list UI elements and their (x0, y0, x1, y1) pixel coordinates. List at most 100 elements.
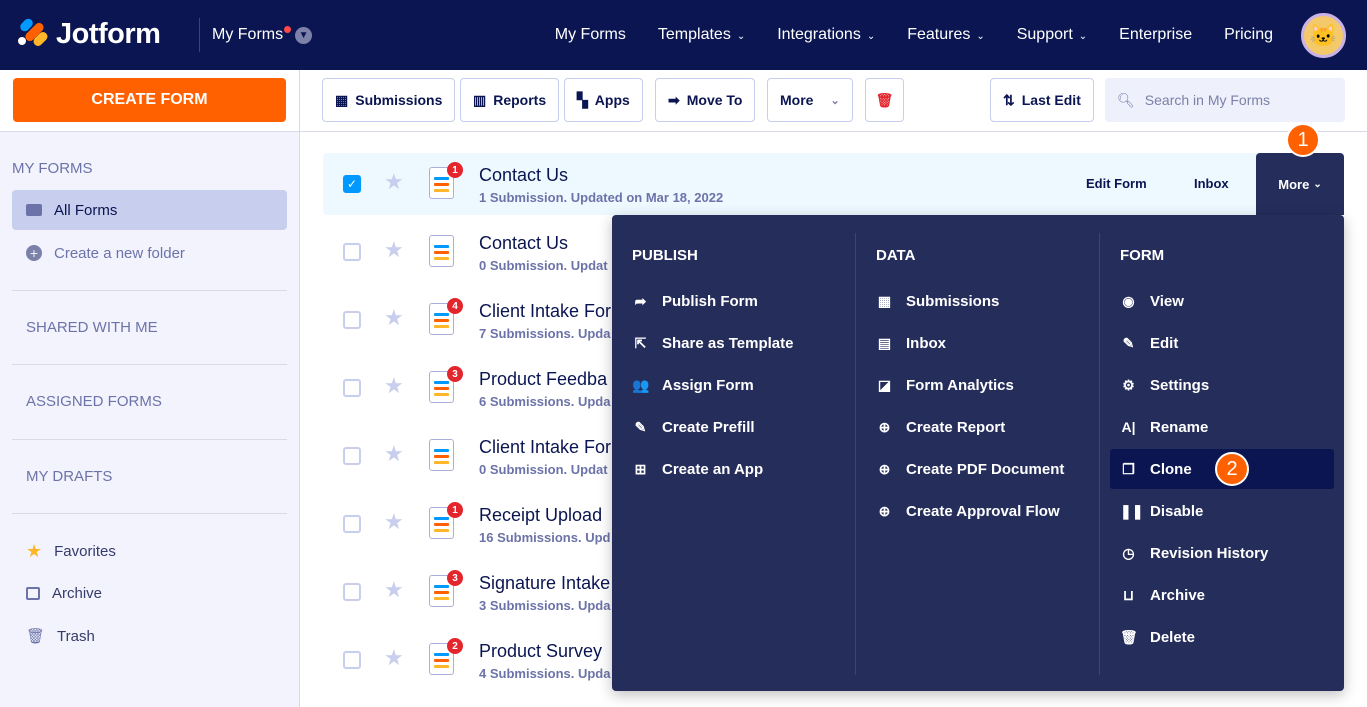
star-icon[interactable]: ★ (384, 645, 404, 670)
edit-form-button[interactable]: Edit Form (1086, 176, 1147, 191)
logo-icon (16, 16, 50, 51)
sidebar-item-archive[interactable]: Archive (12, 573, 287, 613)
form-title[interactable]: Contact Us (479, 165, 569, 185)
menu-item-inbox[interactable]: ▤ Inbox (866, 323, 1090, 363)
row-checkbox[interactable] (343, 651, 361, 669)
menu-item-delete[interactable]: 🗑 Delete (1110, 617, 1334, 657)
external-share-icon: ⇱ (634, 334, 647, 351)
context-dropdown[interactable]: My Forms ▼ (212, 26, 313, 44)
menu-item-edit[interactable]: ✎ Edit (1110, 323, 1334, 363)
nav-link-my-forms[interactable]: My Forms (555, 26, 626, 44)
sort-button[interactable]: ⇅ Last Edit (990, 78, 1094, 122)
row-checkbox[interactable] (343, 311, 361, 329)
divider (1099, 233, 1100, 675)
form-title[interactable]: Signature Intake (479, 573, 611, 593)
inbox-button[interactable]: Inbox (1194, 176, 1229, 191)
form-row[interactable]: ★ Client Intake For 0 Submission. Updat (323, 425, 1344, 487)
sidebar-item-favorites[interactable]: ★ Favorites (12, 531, 287, 571)
menu-item-assign-form[interactable]: 👥 Assign Form (622, 365, 846, 405)
menu-item-form-analytics[interactable]: ◪ Form Analytics (866, 365, 1090, 405)
nav-link-integrations[interactable]: Integrations ⌄ (777, 26, 875, 44)
form-row[interactable]: ★ 3 Product Feedba 6 Submissions. Upda (323, 357, 1344, 419)
menu-item-disable[interactable]: ❚❚ Disable (1110, 491, 1334, 531)
create-folder-button[interactable]: + Create a new folder (12, 233, 287, 273)
form-row[interactable]: ★ 1 Receipt Upload 16 Submissions. Upd (323, 493, 1344, 555)
star-icon[interactable]: ★ (384, 237, 404, 262)
form-row[interactable]: ★ 3 Signature Intake 3 Submissions. Upda (323, 561, 1344, 623)
button-label: Apps (594, 92, 630, 108)
menu-item-submissions[interactable]: ▦ Submissions (866, 281, 1090, 321)
star-icon[interactable]: ★ (384, 169, 404, 194)
menu-item-create-report[interactable]: ⊕ Create Report (866, 407, 1090, 447)
menu-item-publish-form[interactable]: ➦ Publish Form (622, 281, 846, 321)
menu-item-create-approval-flow[interactable]: ⊕ Create Approval Flow (866, 491, 1090, 531)
row-more-button[interactable]: More ⌄ (1256, 153, 1344, 215)
menu-item-settings[interactable]: ⚙ Settings (1110, 365, 1334, 405)
my-forms-heading: MY FORMS (12, 160, 93, 177)
menu-item-view[interactable]: ◉ View (1110, 281, 1334, 321)
form-row[interactable]: ★ Contact Us 0 Submission. Updat (323, 221, 1344, 283)
table-icon: ▦ (335, 91, 349, 108)
nav-link-label: My Forms (554, 26, 626, 43)
form-meta: 4 Submissions. Upda (479, 666, 611, 681)
apps-button[interactable]: ▚ Apps (564, 78, 643, 122)
search-input[interactable]: 🔍︎ Search in My Forms (1105, 78, 1345, 122)
form-meta: 1 Submission. Updated on Mar 18, 2022 (479, 190, 724, 205)
form-row[interactable]: ✓ ★ 1 Contact Us 1 Submission. Updated on Ma… (323, 153, 1344, 215)
menu-item-label: Revision History (1150, 544, 1269, 562)
pencil-icon: ✎ (634, 418, 647, 435)
menu-item-share-as-template[interactable]: ⇱ Share as Template (622, 323, 846, 363)
row-checkbox[interactable]: ✓ (343, 175, 361, 193)
reports-icon: ▥ (473, 91, 487, 108)
form-title[interactable]: Client Intake For (479, 301, 612, 321)
sidebar-item-drafts[interactable]: MY DRAFTS (26, 468, 113, 485)
sidebar-item-trash[interactable]: 🗑 Trash (12, 616, 287, 656)
nav-link-features[interactable]: Features ⌄ (907, 26, 985, 44)
sidebar-item-assigned[interactable]: ASSIGNED FORMS (26, 393, 162, 410)
form-title[interactable]: Receipt Upload (479, 505, 603, 525)
star-icon: ★ (26, 540, 43, 561)
form-meta: 16 Submissions. Upd (479, 530, 611, 545)
menu-item-archive[interactable]: ⊔ Archive (1110, 575, 1334, 615)
star-icon[interactable]: ★ (384, 509, 404, 534)
nav-link-templates[interactable]: Templates ⌄ (658, 26, 745, 44)
menu-item-create-prefill[interactable]: ✎ Create Prefill (622, 407, 846, 447)
sidebar-item-all-forms[interactable]: All Forms (12, 190, 287, 230)
form-row[interactable]: ★ 2 Product Survey 4 Submissions. Upda (323, 629, 1344, 691)
move-to-button[interactable]: ➡ Move To (655, 78, 756, 122)
create-form-button[interactable]: CREATE FORM (13, 78, 286, 122)
menu-item-create-an-app[interactable]: ⊞ Create an App (622, 449, 846, 489)
nav-link-pricing[interactable]: Pricing (1224, 26, 1273, 44)
star-icon[interactable]: ★ (384, 305, 404, 330)
jotform-logo[interactable]: Jotform (16, 16, 161, 51)
form-title[interactable]: Contact Us (479, 233, 569, 253)
divider (12, 439, 287, 440)
row-checkbox[interactable] (343, 515, 361, 533)
row-checkbox[interactable] (343, 243, 361, 261)
sidebar-item-shared[interactable]: SHARED WITH ME (26, 319, 158, 336)
folder-icon (26, 204, 42, 216)
nav-link-support[interactable]: Support ⌄ (1017, 26, 1087, 44)
sidebar-header: CREATE FORM (0, 70, 299, 132)
form-title[interactable]: Product Survey (479, 641, 603, 661)
star-icon[interactable]: ★ (384, 577, 404, 602)
submissions-button[interactable]: ▦ Submissions (322, 78, 456, 122)
more-button[interactable]: More ⌄ (767, 78, 853, 122)
row-checkbox[interactable] (343, 447, 361, 465)
reports-button[interactable]: ▥ Reports (460, 78, 560, 122)
menu-item-revision-history[interactable]: ◷ Revision History (1110, 533, 1334, 573)
delete-button[interactable]: 🗑 (865, 78, 904, 122)
form-title[interactable]: Product Feedba (479, 369, 608, 389)
menu-item-create-pdf-document[interactable]: ⊕ Create PDF Document (866, 449, 1090, 489)
submission-badge: 3 (447, 366, 463, 382)
form-title[interactable]: Client Intake For (479, 437, 612, 457)
row-checkbox[interactable] (343, 583, 361, 601)
row-checkbox[interactable] (343, 379, 361, 397)
nav-link-enterprise[interactable]: Enterprise (1119, 26, 1192, 44)
form-row[interactable]: ★ 4 Client Intake For 7 Submissions. Upda (323, 289, 1344, 351)
search-placeholder: Search in My Forms (1144, 92, 1271, 108)
menu-item-rename[interactable]: A| Rename (1110, 407, 1334, 447)
avatar[interactable]: 🐱 (1301, 13, 1346, 58)
star-icon[interactable]: ★ (384, 373, 404, 398)
star-icon[interactable]: ★ (384, 441, 404, 466)
